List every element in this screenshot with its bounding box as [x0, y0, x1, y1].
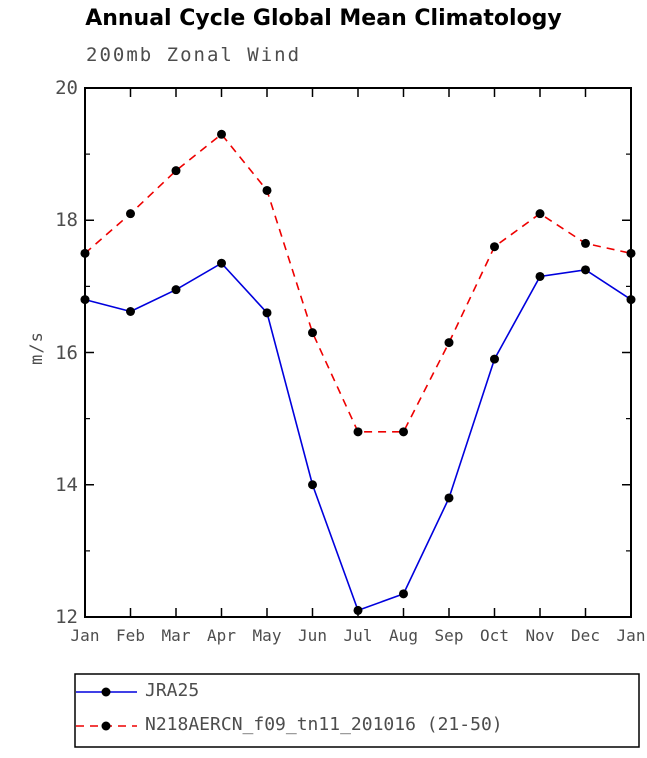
x-tick-label: Mar	[161, 626, 191, 645]
x-tick-label: Jul	[343, 626, 373, 645]
data-point-marker	[171, 166, 181, 176]
plot-border	[84, 87, 632, 618]
data-point-marker	[80, 248, 90, 258]
x-tick-label: Dec	[571, 626, 600, 645]
series-line-1	[84, 133, 632, 433]
x-tick-label: May	[252, 626, 282, 645]
x-tick-label: Apr	[207, 626, 236, 645]
x-tick-label: Nov	[525, 626, 555, 645]
x-tick-label: Jan	[70, 626, 100, 645]
data-point-marker	[399, 427, 408, 437]
data-point-marker	[581, 265, 590, 275]
data-point-marker	[126, 209, 135, 219]
data-point-marker	[353, 427, 363, 437]
data-point-marker	[171, 285, 181, 295]
y-tick-label: 12	[55, 606, 78, 628]
data-point-marker	[217, 129, 226, 139]
data-point-marker	[535, 271, 545, 281]
series-line-0	[84, 262, 632, 612]
data-point-marker	[353, 605, 363, 615]
data-point-marker	[490, 354, 499, 364]
data-point-marker	[581, 238, 590, 248]
y-tick-label: 16	[55, 341, 78, 364]
legend-entry-jra25: JRA25	[145, 680, 200, 701]
data-point-marker	[217, 258, 226, 268]
data-point-marker	[262, 308, 272, 318]
y-tick-label: 20	[55, 77, 78, 99]
x-tick-label: Sep	[434, 626, 464, 645]
x-tick-label: Feb	[116, 626, 145, 645]
chart-subtitle: 200mb Zonal Wind	[86, 44, 302, 66]
data-point-marker	[535, 209, 545, 219]
x-tick-label: Jan	[616, 626, 646, 645]
data-point-marker	[308, 480, 317, 490]
legend-marker	[101, 721, 111, 731]
y-tick-label: 18	[55, 209, 78, 232]
data-point-marker	[399, 589, 408, 599]
data-point-marker	[80, 295, 90, 305]
legend-marker	[101, 687, 111, 697]
chart-title: Annual Cycle Global Mean Climatology	[85, 6, 562, 31]
x-tick-label: Aug	[389, 626, 418, 645]
data-point-marker	[126, 307, 135, 317]
legend-box	[74, 673, 640, 748]
legend-entry-model: N218AERCN_f09_tn11_201016 (21-50)	[145, 714, 503, 735]
data-point-marker	[490, 242, 499, 252]
data-point-marker	[308, 328, 317, 338]
x-tick-label: Jun	[298, 626, 327, 645]
data-point-marker	[444, 493, 454, 503]
x-tick-label: Oct	[480, 626, 509, 645]
data-point-marker	[626, 248, 636, 258]
data-point-marker	[626, 295, 636, 305]
y-tick-label: 14	[55, 473, 78, 496]
data-point-marker	[262, 185, 272, 195]
data-point-marker	[444, 338, 454, 348]
